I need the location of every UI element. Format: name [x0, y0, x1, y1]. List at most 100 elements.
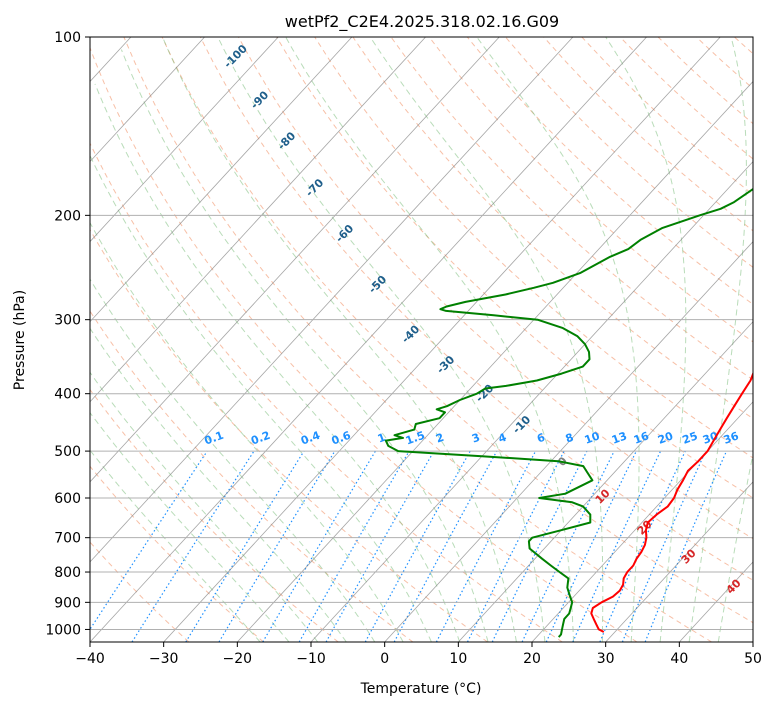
mixing-ratio-label: 8 — [564, 431, 576, 446]
mixing-ratio-line — [435, 450, 537, 642]
moist-adiabat — [717, 451, 753, 642]
dry-adiabat — [237, 37, 753, 540]
mixing-ratio-label: 16 — [632, 429, 651, 447]
dry-adiabat — [90, 388, 339, 642]
dry-adiabats — [90, 37, 753, 642]
dry-adiabat — [619, 37, 753, 160]
isotherm — [310, 160, 753, 642]
profiles — [384, 187, 753, 638]
moist-adiabat — [688, 37, 747, 642]
x-tick-label: 0 — [380, 651, 389, 667]
dry-adiabat — [90, 541, 190, 642]
dry-adiabat — [90, 142, 563, 642]
dry-adiabat — [581, 37, 753, 196]
moist-adiabat — [476, 37, 640, 642]
dry-adiabat — [314, 37, 753, 459]
mixing-ratio-label: 20 — [656, 429, 675, 447]
isotherm — [752, 641, 753, 642]
moist-adiabat — [90, 411, 290, 642]
dry-adiabat-label: -70 — [303, 176, 326, 199]
mixing-ratio-line — [572, 450, 662, 642]
x-tick-label: −20 — [223, 651, 253, 667]
dry-adiabat — [543, 37, 753, 232]
pressure-gridlines — [90, 37, 753, 630]
isotherm — [458, 321, 753, 642]
moist-adiabat — [90, 278, 376, 642]
mixing-ratio-label: 30 — [701, 429, 720, 447]
moist-adiabat — [369, 37, 604, 642]
mixing-ratio-line — [325, 450, 435, 642]
y-tick-label: 900 — [54, 595, 81, 611]
isotherm — [531, 401, 753, 642]
y-axis: 100 200 300 400 500 600 700 800 900 1000 — [45, 30, 90, 638]
dry-adiabat — [390, 37, 753, 381]
mixing-ratio-label: 4 — [497, 431, 509, 446]
dry-adiabat-label: -80 — [275, 129, 298, 152]
mixing-ratio-label: 36 — [722, 429, 741, 447]
y-tick-label: 300 — [54, 313, 81, 329]
y-axis-label: Pressure (hPa) — [12, 290, 28, 390]
dry-adiabat-label: -100 — [221, 42, 250, 71]
isotherm — [90, 37, 500, 483]
mixing-ratio-line — [364, 450, 471, 642]
dry-adiabat-label: -50 — [366, 273, 389, 296]
moist-adiabat — [120, 49, 489, 642]
temperature-profile — [590, 371, 753, 633]
dry-adiabat — [90, 46, 638, 642]
mixing-ratio-label: 0.1 — [203, 429, 226, 448]
dry-adiabat — [276, 37, 753, 499]
isotherm — [90, 37, 353, 323]
y-tick-label: 200 — [54, 208, 81, 224]
isotherm — [384, 241, 753, 642]
x-axis: −40 −30 −20 −10 0 10 20 30 40 50 — [75, 642, 762, 667]
dry-adiabat — [123, 37, 712, 642]
moist-adiabat — [90, 154, 432, 642]
x-tick-label: −10 — [296, 651, 326, 667]
dry-adiabat-label: -30 — [434, 353, 457, 376]
mixing-ratio-line — [466, 450, 565, 642]
isotherm — [605, 481, 753, 642]
mixing-ratio-label: 25 — [681, 429, 700, 446]
x-tick-label: 20 — [523, 651, 541, 667]
mixing-ratio-lines — [90, 450, 728, 642]
isotherm — [90, 37, 205, 163]
mixing-ratio-line — [185, 450, 305, 642]
mixing-ratio-line — [491, 450, 588, 642]
dry-adiabat — [695, 37, 753, 90]
x-tick-label: −30 — [149, 651, 179, 667]
y-tick-label: 600 — [54, 491, 81, 507]
dry-adiabat-label: -10 — [510, 413, 533, 436]
mixing-ratio-line — [218, 450, 336, 642]
dry-adiabat — [90, 228, 488, 642]
dry-adiabat — [90, 465, 264, 642]
mixing-ratio-line — [131, 450, 255, 642]
mixing-ratio-line — [393, 450, 498, 642]
x-axis-label: Temperature (°C) — [360, 681, 482, 697]
mixing-ratio-line — [298, 450, 410, 642]
chart-title: wetPf2_C2E4.2025.318.02.16.G09 — [285, 12, 559, 32]
mixing-ratio-label: 1.5 — [404, 429, 427, 448]
y-tick-label: 400 — [54, 387, 81, 403]
mixing-ratio-line — [262, 450, 376, 642]
isotherm — [0, 37, 57, 642]
dry-adiabat — [161, 37, 753, 624]
x-tick-label: 30 — [597, 651, 615, 667]
x-tick-label: 10 — [449, 651, 467, 667]
y-tick-label: 500 — [54, 444, 81, 460]
y-tick-label: 1000 — [45, 622, 81, 638]
mixing-ratio-label: 0.2 — [249, 429, 272, 448]
moist-adiabat — [90, 221, 404, 642]
moist-adiabat — [217, 37, 546, 642]
isotherm — [90, 37, 574, 563]
moist-adiabats — [90, 37, 753, 642]
y-tick-label: 100 — [54, 30, 81, 46]
dry-adiabat-label: -40 — [399, 322, 422, 345]
moist-adiabat-label: 40 — [724, 576, 744, 596]
isotherm — [90, 37, 279, 243]
mixing-ratio-line — [599, 450, 686, 642]
mixing-ratio-label: 10 — [583, 429, 602, 447]
mixing-ratio-label: 6 — [535, 431, 547, 446]
dry-adiabat — [466, 37, 753, 305]
x-tick-label: 50 — [744, 651, 762, 667]
